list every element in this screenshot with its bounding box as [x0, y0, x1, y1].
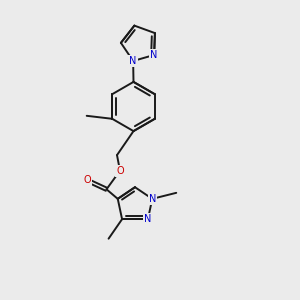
- Text: N: N: [148, 194, 156, 204]
- Text: O: O: [83, 175, 91, 185]
- Text: O: O: [116, 166, 124, 176]
- Text: N: N: [144, 214, 152, 224]
- Text: N: N: [151, 50, 158, 60]
- Text: N: N: [130, 56, 137, 66]
